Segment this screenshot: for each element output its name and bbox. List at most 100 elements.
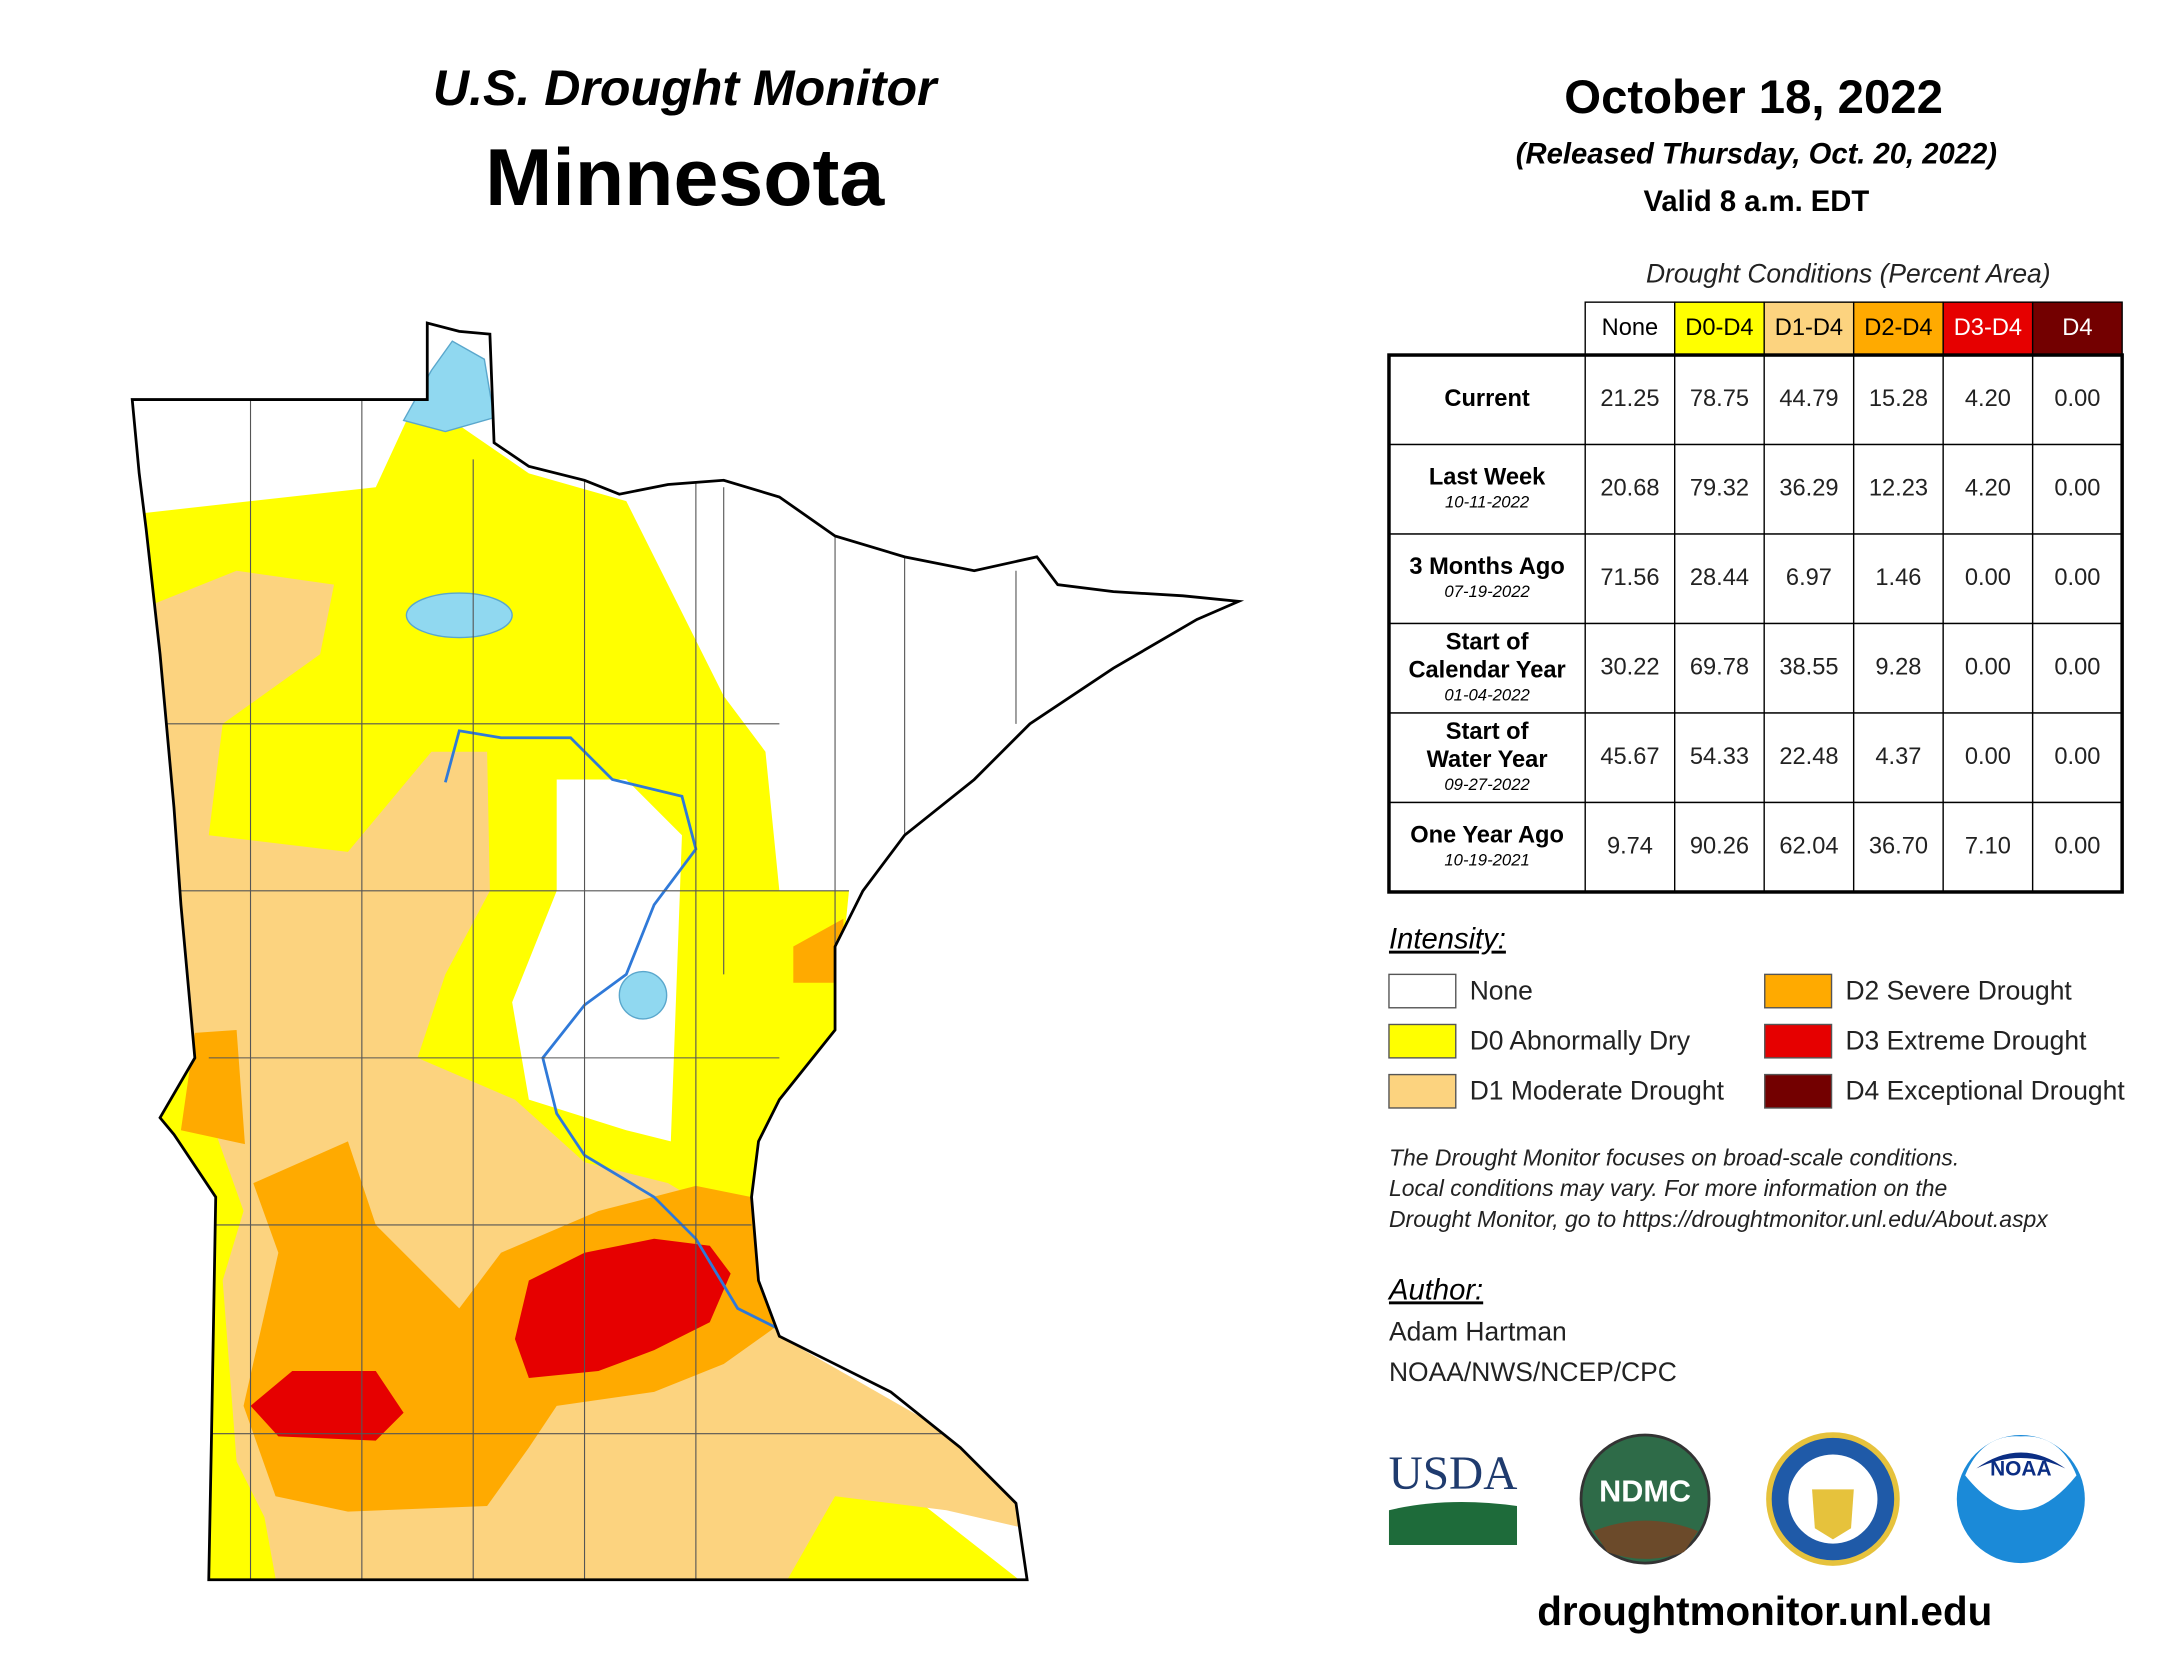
value-cell [1763, 712, 1855, 804]
value: 54.33 [1690, 744, 1749, 770]
value-cell [1852, 801, 1944, 893]
table-caption: Drought Conditions (Percent Area) [1646, 259, 2051, 289]
value-cell [1674, 712, 1765, 804]
header-cell [1763, 301, 1855, 356]
row-label: 3 Months Ago [1409, 554, 1564, 580]
row-label: Start of [1446, 719, 1529, 745]
commerce-logo [1766, 1432, 1900, 1566]
value-cell [1674, 354, 1765, 446]
value: 15.28 [1869, 386, 1928, 412]
legend-swatch [1764, 1023, 1833, 1059]
lake [402, 340, 495, 433]
value: 21.25 [1600, 386, 1659, 412]
value-cell [2031, 443, 2123, 535]
value: 9.28 [1875, 655, 1921, 681]
row-label-cell [1388, 443, 1586, 535]
value: 0.00 [2054, 386, 2100, 412]
header-label: None [1602, 315, 1659, 341]
row-date: 10-11-2022 [1445, 493, 1530, 512]
value-cell [1942, 712, 2034, 804]
value-cell [1852, 443, 1944, 535]
noaa-logo: NOAA [1956, 1435, 2085, 1564]
value-cell [1584, 622, 1676, 714]
value-cell [1674, 801, 1765, 893]
row-label: Water Year [1427, 747, 1548, 773]
row-label: Current [1444, 386, 1530, 412]
value: 12.23 [1869, 476, 1928, 502]
value-cell [1763, 443, 1855, 535]
legend-swatch [1388, 1023, 1457, 1059]
value: 0.00 [2054, 833, 2100, 859]
row-date: 10-19-2021 [1444, 851, 1529, 870]
area-d3 [250, 1238, 731, 1441]
header-label: D2-D4 [1864, 315, 1932, 341]
release-date: (Released Thursday, Oct. 20, 2022) [1516, 139, 1997, 171]
value: 90.26 [1690, 833, 1749, 859]
note-line: The Drought Monitor focuses on broad-sca… [1389, 1145, 1959, 1171]
value-cell [1584, 712, 1676, 804]
legend-swatch [1764, 973, 1833, 1009]
value: 0.00 [1965, 565, 2011, 591]
area-d2 [180, 918, 844, 1512]
value: 78.75 [1690, 386, 1749, 412]
header-label: D1-D4 [1775, 315, 1843, 341]
note: The Drought Monitor focuses on broad-sca… [1389, 1145, 2049, 1232]
value: 62.04 [1779, 833, 1838, 859]
row-label: Start of [1446, 629, 1529, 655]
row-label: Calendar Year [1408, 657, 1565, 683]
valid-time: Valid 8 a.m. EDT [1644, 186, 1870, 218]
header-label: D3-D4 [1954, 315, 2022, 341]
usda-logo: USDA [1388, 1448, 1518, 1545]
row-date: 07-19-2022 [1444, 582, 1530, 601]
logo-shape [1965, 1436, 2077, 1511]
legend-swatch [1388, 973, 1457, 1009]
value: 4.20 [1965, 476, 2011, 502]
value-cell [1942, 801, 2034, 893]
drought-areas [132, 323, 1239, 1580]
value: 36.29 [1779, 476, 1838, 502]
footer-url: droughtmonitor.unl.edu [1537, 1588, 1992, 1634]
legend-label: D2 Severe Drought [1845, 975, 2072, 1005]
value: 36.70 [1869, 833, 1928, 859]
value-cell [1852, 622, 1944, 714]
header-cell [1674, 301, 1765, 356]
row-label-cell [1388, 801, 1586, 893]
legend-label: D1 Moderate Drought [1470, 1076, 1725, 1106]
value-cell [1674, 443, 1765, 535]
value-cell [2031, 354, 2123, 446]
value-cell [2031, 533, 2123, 625]
river [444, 729, 781, 1331]
value-cell [1584, 533, 1676, 625]
value: 71.56 [1600, 565, 1659, 591]
row-label-cell [1388, 354, 1586, 446]
lake [618, 970, 668, 1020]
logo-shape [1593, 1520, 1698, 1559]
logo-shape [1388, 1502, 1518, 1545]
area-none-central [512, 779, 682, 1142]
ndmc-logo: NDMC [1579, 1433, 1711, 1565]
note-line: Local conditions may vary. For more info… [1389, 1175, 1947, 1201]
value: 6.97 [1786, 565, 1832, 591]
logo-shape [1812, 1489, 1854, 1540]
legend-swatch [1388, 1073, 1457, 1109]
value: 38.55 [1779, 655, 1838, 681]
legend-label: D4 Exceptional Drought [1845, 1076, 2125, 1106]
state-name: Minnesota [485, 133, 885, 223]
value-cell [1852, 354, 1944, 446]
value-cell [1674, 533, 1765, 625]
author-org: NOAA/NWS/NCEP/CPC [1389, 1357, 1677, 1387]
row-label: Last Week [1429, 464, 1546, 490]
table-border [1387, 353, 2124, 894]
header-label: D0-D4 [1685, 315, 1753, 341]
legend-label: D0 Abnormally Dry [1470, 1026, 1691, 1056]
legend-label: None [1470, 975, 1533, 1005]
value: 28.44 [1690, 565, 1749, 591]
value: 30.22 [1600, 655, 1659, 681]
row-label: One Year Ago [1410, 822, 1564, 848]
logos: USDA NDMC NOAA [1388, 1432, 2085, 1566]
legend-label: D3 Extreme Drought [1845, 1026, 2087, 1056]
value-cell [1584, 354, 1676, 446]
author-name: Adam Hartman [1389, 1316, 1567, 1346]
